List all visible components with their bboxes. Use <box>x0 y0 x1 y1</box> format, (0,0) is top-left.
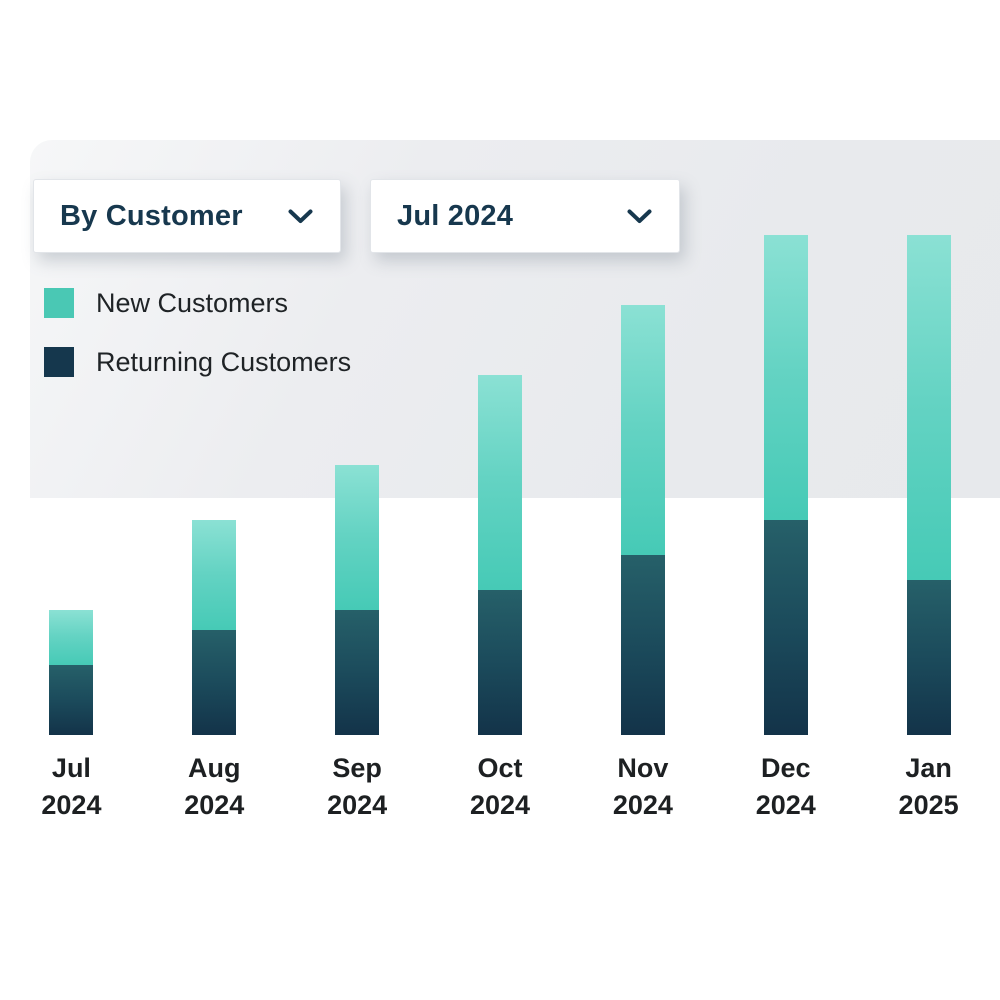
chevron-down-icon <box>287 208 314 225</box>
chevron-down-icon <box>626 208 653 225</box>
x-axis-label: Jul 2024 <box>41 753 102 820</box>
bar-column <box>857 235 1000 735</box>
group-by-dropdown[interactable]: By Customer <box>33 179 341 253</box>
bar-segment-new-customers[interactable] <box>335 465 380 610</box>
x-axis-label: Nov 2024 <box>612 753 673 820</box>
bar-segment-new-customers[interactable] <box>192 520 237 630</box>
x-axis-label: Oct 2024 <box>469 753 531 820</box>
x-axis-label: Sep 2024 <box>327 753 388 820</box>
stacked-bar-jul-2024[interactable] <box>49 610 94 735</box>
x-axis-label: Dec 2024 <box>755 753 816 820</box>
stacked-bar-jan-2025[interactable] <box>906 235 951 735</box>
stacked-bar-sep-2024[interactable] <box>335 465 380 735</box>
bar-column <box>0 610 143 735</box>
bar-segment-new-customers[interactable] <box>906 235 951 580</box>
bar-column <box>571 305 714 735</box>
stacked-bar-chart <box>0 235 1000 735</box>
group-by-dropdown-value: By Customer <box>60 199 243 232</box>
stacked-bar-nov-2024[interactable] <box>620 305 665 735</box>
stacked-bar-aug-2024[interactable] <box>192 520 237 735</box>
bar-segment-new-customers[interactable] <box>620 305 665 555</box>
period-dropdown-value: Jul 2024 <box>397 199 514 232</box>
legend-item-returning-customers: Returning Customers <box>44 347 351 377</box>
new-customers-swatch-icon <box>44 288 74 318</box>
bar-segment-returning-customers[interactable] <box>620 555 665 735</box>
x-axis-labels: Jul 2024 Aug 2024 Sep 2024 Oct 2024 Nov 2024 Dec 20… <box>0 750 1000 824</box>
bar-segment-returning-customers[interactable] <box>478 590 522 735</box>
stacked-bar-dec-2024[interactable] <box>763 235 808 735</box>
bar-segment-returning-customers[interactable] <box>192 630 237 735</box>
bar-segment-returning-customers[interactable] <box>335 610 380 735</box>
legend-label: Returning Customers <box>96 346 352 377</box>
period-dropdown[interactable]: Jul 2024 <box>370 179 680 253</box>
returning-customers-swatch-icon <box>44 347 74 377</box>
bar-column <box>143 520 286 735</box>
bar-segment-new-customers[interactable] <box>49 610 94 665</box>
x-axis-label: Jan 2025 <box>898 753 959 820</box>
stacked-bar-oct-2024[interactable] <box>478 375 522 735</box>
legend-label: New Customers <box>96 287 289 318</box>
legend-item-new-customers: New Customers <box>44 288 351 318</box>
bar-segment-returning-customers[interactable] <box>763 520 808 735</box>
bar-segment-new-customers[interactable] <box>763 235 808 520</box>
bar-column <box>429 375 572 735</box>
x-axis-label: Aug 2024 <box>184 753 245 820</box>
bar-column <box>714 235 857 735</box>
bar-column <box>286 465 429 735</box>
chart-legend: New Customers Returning Customers <box>44 288 351 406</box>
bar-segment-new-customers[interactable] <box>478 375 522 590</box>
bar-segment-returning-customers[interactable] <box>49 665 94 735</box>
bar-segment-returning-customers[interactable] <box>906 580 951 735</box>
